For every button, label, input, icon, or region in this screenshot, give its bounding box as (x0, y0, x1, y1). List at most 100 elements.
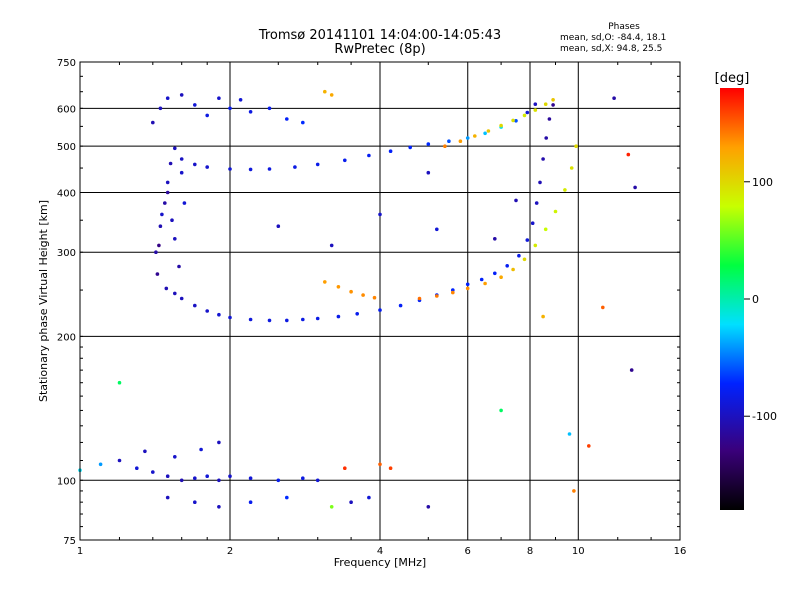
data-point (514, 198, 518, 203)
data-point (179, 296, 184, 301)
data-point (499, 123, 503, 128)
data-point (205, 113, 209, 118)
data-point (248, 500, 253, 505)
x-tick-label: 10 (572, 546, 585, 557)
data-point (479, 277, 484, 282)
data-point (426, 505, 431, 509)
data-point (173, 237, 177, 241)
data-point (158, 106, 163, 111)
data-point (165, 474, 170, 479)
data-point (205, 309, 209, 313)
data-point (543, 102, 548, 106)
data-point (388, 149, 393, 153)
data-point (533, 108, 538, 112)
data-point (179, 93, 184, 97)
data-point (228, 167, 232, 171)
data-points (78, 89, 637, 509)
x-tick-label: 2 (227, 546, 233, 557)
data-point (541, 314, 545, 319)
data-point (349, 500, 353, 505)
phases-title: Phases (608, 22, 640, 32)
data-point (193, 162, 197, 167)
data-point (117, 380, 122, 385)
data-point (165, 96, 170, 100)
data-point (372, 295, 377, 300)
data-point (543, 227, 548, 232)
data-point (493, 237, 497, 241)
x-tick-label: 6 (465, 546, 471, 557)
y-axis-label: Stationary phase Virtual Height [km] (37, 200, 50, 402)
data-point (499, 408, 503, 413)
data-point (177, 264, 181, 269)
data-point (160, 212, 164, 217)
data-point (486, 129, 491, 133)
y-axis-ticks: 75 100 200 300 400 500 600 750 (57, 58, 680, 547)
y-tick-label: 750 (57, 58, 76, 69)
data-point (98, 462, 103, 467)
data-point (182, 201, 187, 205)
data-point (541, 157, 545, 161)
y-tick-label: 200 (57, 332, 76, 343)
grid-lines (80, 62, 680, 540)
data-point (315, 478, 320, 483)
data-point (465, 136, 470, 140)
data-point (193, 303, 197, 308)
data-point (193, 476, 197, 481)
data-point (567, 432, 572, 436)
data-point (367, 153, 371, 158)
data-point (151, 470, 155, 474)
x-tick-label: 16 (674, 546, 687, 557)
data-point (248, 167, 253, 172)
data-point (267, 167, 272, 171)
data-point (511, 267, 515, 272)
colorbar (720, 88, 744, 510)
data-point (426, 142, 431, 146)
data-point (217, 505, 221, 509)
data-point (285, 318, 289, 323)
data-point (522, 113, 527, 118)
chart-subtitle: RwPretec (8p) (334, 42, 426, 57)
data-point (587, 444, 591, 448)
data-point (336, 285, 341, 289)
data-point (569, 166, 574, 170)
data-point (173, 146, 177, 151)
y-tick-label: 400 (57, 188, 76, 199)
data-point (336, 314, 341, 319)
data-point (329, 93, 334, 97)
data-point (530, 221, 535, 225)
data-point (378, 462, 382, 467)
data-point (408, 145, 413, 150)
plot-frame (79, 61, 681, 541)
data-point (248, 476, 253, 481)
data-point (378, 212, 382, 217)
x-axis-ticks: 1 2 4 6 8 10 16 (77, 62, 687, 557)
y-tick-label: 500 (57, 142, 76, 153)
colorbar-tick-label: 100 (752, 176, 773, 189)
data-point (301, 476, 305, 481)
data-point (633, 185, 637, 190)
data-point (626, 152, 631, 157)
data-point (505, 264, 510, 268)
data-point (443, 144, 447, 148)
data-point (378, 308, 382, 312)
data-point (323, 89, 327, 94)
data-point (435, 227, 439, 232)
data-point (574, 144, 578, 148)
data-point (228, 106, 232, 111)
data-point (517, 253, 521, 258)
data-point (493, 271, 497, 276)
data-point (343, 158, 347, 163)
phases-x-stats: mean, sd,X: 94.8, 25.5 (560, 44, 663, 54)
data-point (538, 180, 542, 185)
data-point (398, 303, 403, 308)
data-point (329, 243, 334, 248)
data-point (323, 280, 327, 284)
data-point (451, 290, 455, 295)
data-point (525, 238, 530, 242)
data-point (473, 134, 477, 138)
data-point (228, 315, 232, 320)
data-point (343, 466, 347, 471)
data-point (572, 489, 576, 493)
